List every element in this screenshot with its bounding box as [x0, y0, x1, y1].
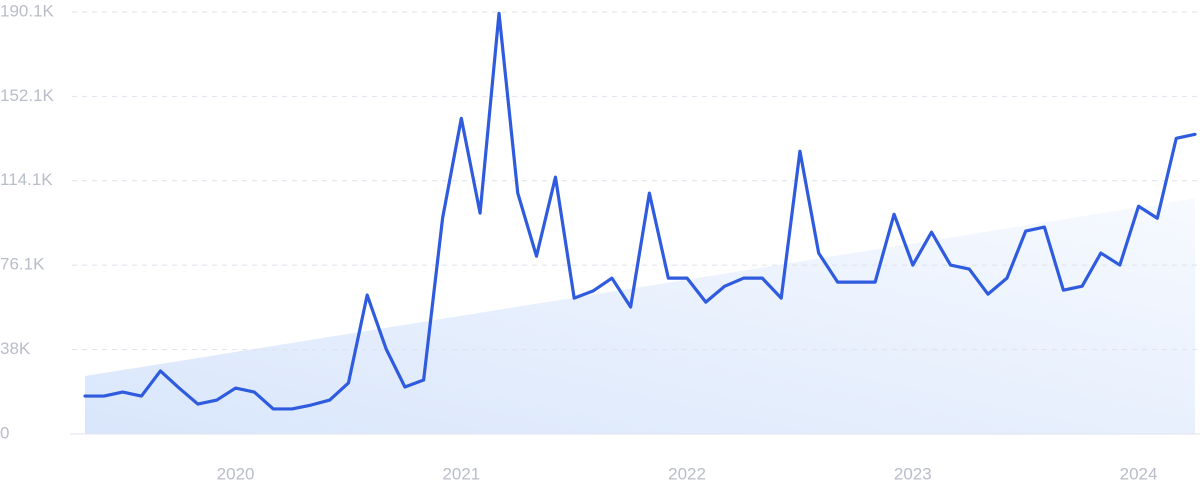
y-tick-label: 152.1K	[0, 86, 55, 105]
y-tick-label: 114.1K	[0, 170, 53, 189]
y-tick-label: 190.1K	[0, 1, 55, 20]
x-tick-label: 2022	[668, 464, 706, 483]
trend-area	[85, 198, 1195, 434]
y-tick-label: 76.1K	[0, 255, 45, 274]
x-tick-label: 2024	[1120, 464, 1158, 483]
data-line	[83, 11, 1197, 411]
x-tick-label: 2023	[894, 464, 932, 483]
y-tick-label: 0	[0, 423, 9, 442]
x-tick-label: 2020	[217, 464, 255, 483]
y-tick-label: 38K	[0, 339, 31, 358]
x-tick-label: 2021	[442, 464, 480, 483]
